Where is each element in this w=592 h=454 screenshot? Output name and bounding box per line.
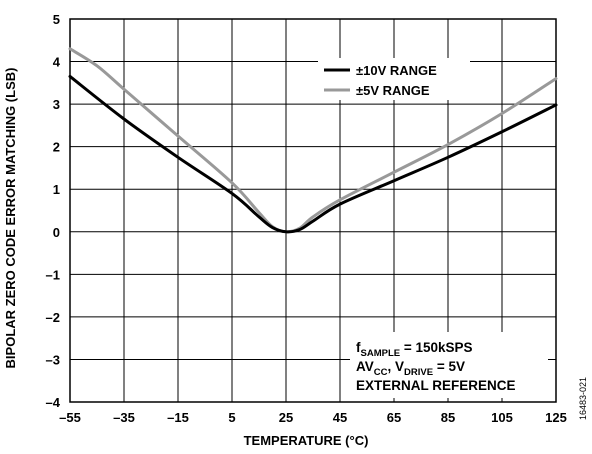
series-line-10v-range [68, 74, 558, 234]
x-tick-label: –55 [59, 410, 81, 425]
y-tick-label: 5 [53, 12, 60, 27]
y-tick-label: –3 [46, 352, 60, 367]
x-tick-labels: –55 –35 –15 5 25 45 65 85 105 125 [59, 410, 567, 425]
y-tick-label: 0 [53, 225, 60, 240]
series-layer [68, 47, 558, 234]
x-tick-label: –15 [167, 410, 189, 425]
annotation-reference: EXTERNAL REFERENCE [356, 378, 516, 393]
figure-id: 16483-021 [578, 377, 588, 420]
x-tick-label: 125 [545, 410, 567, 425]
legend: ±10V RANGE ±5V RANGE [318, 58, 470, 100]
annotation-background [350, 332, 548, 398]
y-tick-label: –2 [46, 310, 60, 325]
y-tick-label: 2 [53, 140, 60, 155]
y-tick-label: 3 [53, 97, 60, 112]
y-tick-label: –1 [46, 267, 60, 282]
x-tick-label: 45 [333, 410, 347, 425]
x-tick-label: 25 [279, 410, 293, 425]
annotation-sample-rate: fSAMPLE = 150kSPS [356, 340, 473, 359]
y-axis-title: BIPOLAR ZERO CODE ERROR MATCHING (LSB) [3, 68, 18, 369]
y-tick-label: –4 [46, 395, 61, 410]
legend-label-10v: ±10V RANGE [356, 63, 437, 78]
y-tick-label: 1 [53, 182, 60, 197]
legend-label-5v: ±5V RANGE [356, 83, 430, 98]
annotation-supply: AVCC, VDRIVE = 5V [356, 359, 465, 378]
x-tick-label: –35 [113, 410, 135, 425]
x-tick-label: 65 [387, 410, 401, 425]
conditions-annotation: fSAMPLE = 150kSPS AVCC, VDRIVE = 5V EXTE… [350, 332, 548, 398]
x-tick-label: 105 [491, 410, 513, 425]
x-tick-label: 85 [441, 410, 455, 425]
x-axis-title: TEMPERATURE (°C) [244, 433, 369, 448]
plot-frame [69, 18, 557, 403]
legend-background [318, 58, 470, 100]
y-tick-label: 4 [53, 55, 61, 70]
x-tick-label: 5 [228, 410, 235, 425]
y-tick-labels: –4 –3 –2 –1 0 1 2 3 4 5 [46, 12, 61, 410]
